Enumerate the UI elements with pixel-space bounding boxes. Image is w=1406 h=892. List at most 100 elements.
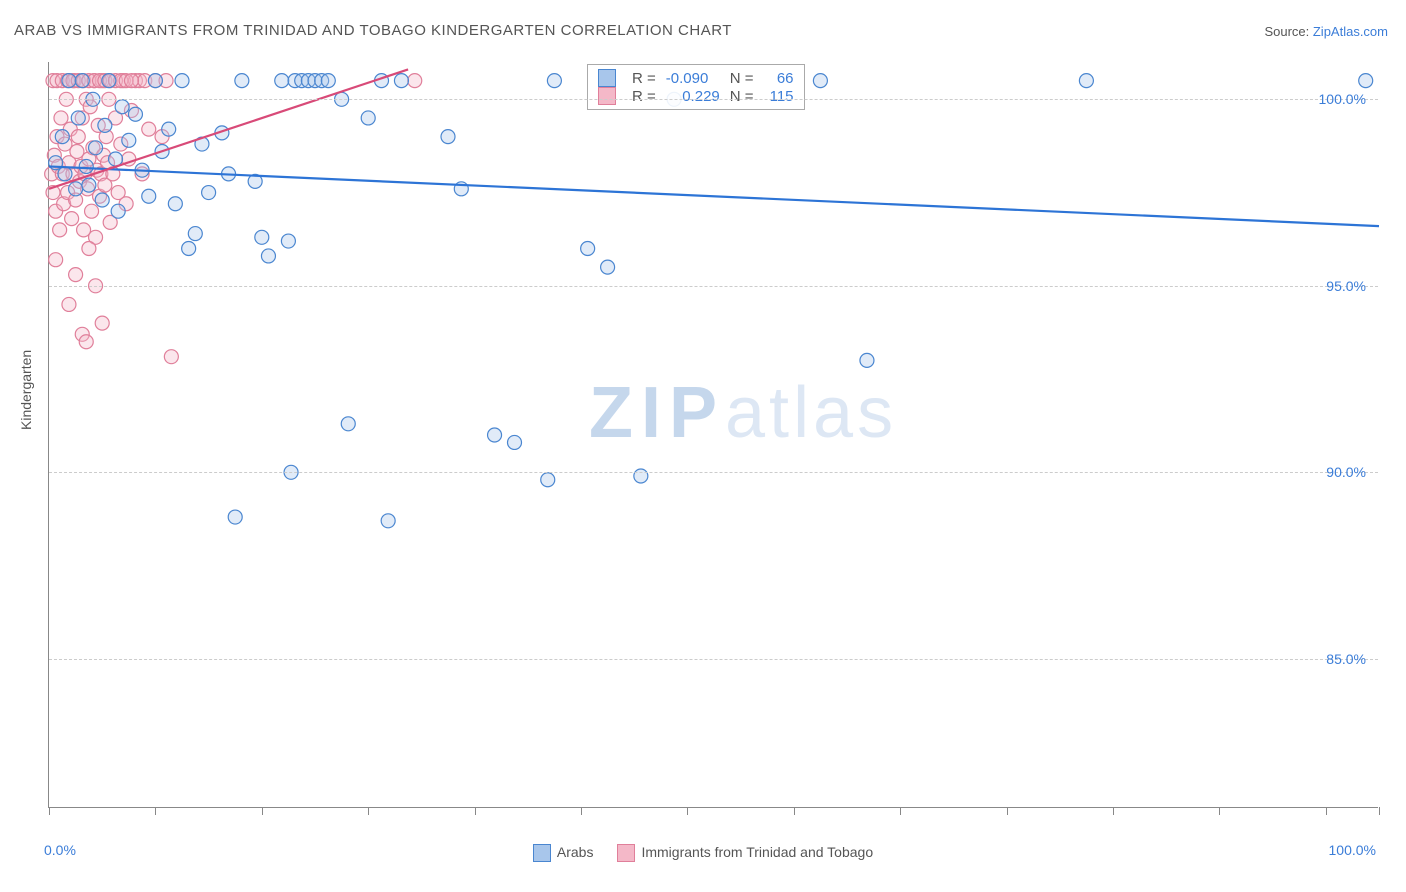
data-point xyxy=(275,74,289,88)
data-point xyxy=(75,74,89,88)
data-point xyxy=(261,249,275,263)
source-credit: Source: ZipAtlas.com xyxy=(1264,24,1388,39)
data-point xyxy=(547,74,561,88)
gridline xyxy=(49,286,1378,287)
data-point xyxy=(124,74,138,88)
gridline xyxy=(49,472,1378,473)
data-point xyxy=(85,204,99,218)
data-point xyxy=(98,118,112,132)
data-point xyxy=(228,510,242,524)
x-tick xyxy=(1379,807,1380,815)
n-label-2: N = xyxy=(730,88,754,105)
data-point xyxy=(441,130,455,144)
x-tick xyxy=(1113,807,1114,815)
x-tick xyxy=(1007,807,1008,815)
data-point xyxy=(321,74,335,88)
y-tick-label: 95.0% xyxy=(1326,278,1366,294)
scatter-svg xyxy=(49,62,1378,807)
x-tick xyxy=(262,807,263,815)
data-point xyxy=(168,197,182,211)
data-point xyxy=(508,435,522,449)
x-tick xyxy=(1326,807,1327,815)
gridline xyxy=(49,659,1378,660)
x-tick xyxy=(687,807,688,815)
data-point xyxy=(122,133,136,147)
x-tick xyxy=(794,807,795,815)
y-axis-label: Kindergarten xyxy=(18,350,34,430)
data-point xyxy=(82,242,96,256)
n-value-2: 115 xyxy=(764,88,794,105)
data-point xyxy=(361,111,375,125)
legend-label-1: Arabs xyxy=(557,844,594,860)
data-point xyxy=(1079,74,1093,88)
data-point xyxy=(53,223,67,237)
x-tick xyxy=(49,807,50,815)
swatch-bottom-2 xyxy=(617,844,635,862)
n-value-1: 66 xyxy=(764,70,794,87)
r-value-2: 0.229 xyxy=(666,88,720,105)
data-point xyxy=(65,212,79,226)
stats-row-1: R = -0.090 N = 66 xyxy=(598,69,794,87)
data-point xyxy=(813,74,827,88)
swatch-series-1 xyxy=(598,69,616,87)
x-tick xyxy=(475,807,476,815)
data-point xyxy=(142,189,156,203)
data-point xyxy=(62,74,76,88)
data-point xyxy=(115,100,129,114)
data-point xyxy=(95,193,109,207)
data-point xyxy=(281,234,295,248)
data-point xyxy=(255,230,269,244)
data-point xyxy=(381,514,395,528)
data-point xyxy=(634,469,648,483)
gridline xyxy=(49,99,1378,100)
r-label-2: R = xyxy=(632,88,656,105)
y-tick-label: 100.0% xyxy=(1319,91,1366,107)
data-point xyxy=(1359,74,1373,88)
data-point xyxy=(235,74,249,88)
data-point xyxy=(109,152,123,166)
data-point xyxy=(102,74,116,88)
data-point xyxy=(69,268,83,282)
regression-line xyxy=(49,166,1379,226)
y-tick-label: 90.0% xyxy=(1326,464,1366,480)
source-link[interactable]: ZipAtlas.com xyxy=(1313,24,1388,39)
data-point xyxy=(394,74,408,88)
data-point xyxy=(182,242,196,256)
data-point xyxy=(58,167,72,181)
chart-title: ARAB VS IMMIGRANTS FROM TRINIDAD AND TOB… xyxy=(14,22,732,39)
data-point xyxy=(128,107,142,121)
data-point xyxy=(860,353,874,367)
swatch-series-2 xyxy=(598,87,616,105)
y-tick-label: 85.0% xyxy=(1326,651,1366,667)
n-label-1: N = xyxy=(730,70,754,87)
data-point xyxy=(55,130,69,144)
stats-legend: R = -0.090 N = 66 R = 0.229 N = 115 xyxy=(587,64,805,110)
data-point xyxy=(82,178,96,192)
data-point xyxy=(54,111,68,125)
data-point xyxy=(408,74,422,88)
swatch-bottom-1 xyxy=(533,844,551,862)
legend-item-1: Arabs xyxy=(533,844,594,862)
data-point xyxy=(164,350,178,364)
data-point xyxy=(62,297,76,311)
data-point xyxy=(71,111,85,125)
data-point xyxy=(488,428,502,442)
data-point xyxy=(49,253,63,267)
data-point xyxy=(188,227,202,241)
data-point xyxy=(69,182,83,196)
data-point xyxy=(175,74,189,88)
data-point xyxy=(71,130,85,144)
data-point xyxy=(148,74,162,88)
x-tick xyxy=(155,807,156,815)
data-point xyxy=(162,122,176,136)
source-prefix: Source: xyxy=(1264,24,1312,39)
data-point xyxy=(341,417,355,431)
data-point xyxy=(581,242,595,256)
r-label-1: R = xyxy=(632,70,656,87)
x-tick xyxy=(581,807,582,815)
data-point xyxy=(601,260,615,274)
data-point xyxy=(79,159,93,173)
legend-label-2: Immigrants from Trinidad and Tobago xyxy=(641,844,873,860)
data-point xyxy=(79,335,93,349)
data-point xyxy=(541,473,555,487)
